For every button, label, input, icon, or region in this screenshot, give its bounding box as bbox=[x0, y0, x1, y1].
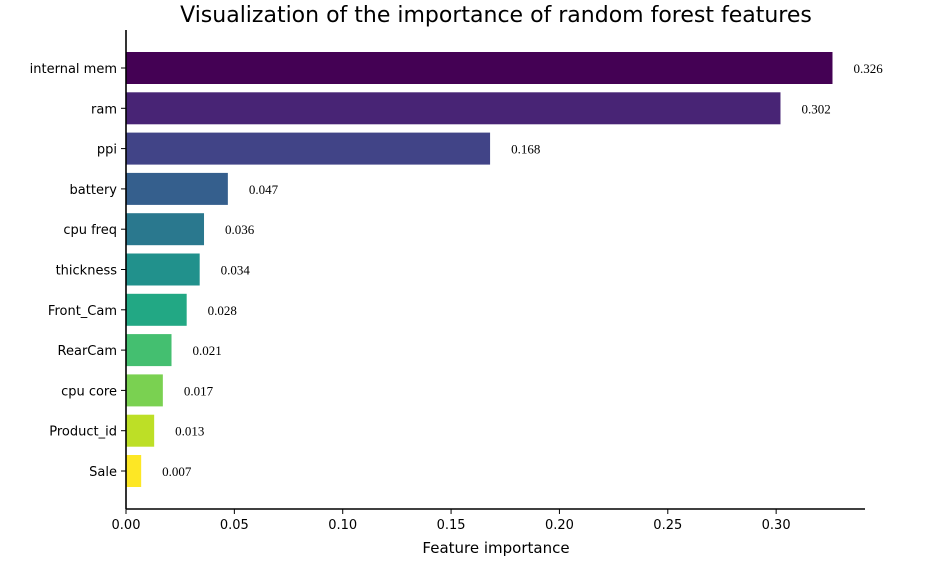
x-tick-label: 0.25 bbox=[653, 518, 682, 533]
bar bbox=[126, 213, 205, 246]
chart-title: Visualization of the importance of rando… bbox=[180, 3, 812, 28]
value-label: 0.034 bbox=[221, 263, 251, 278]
category-label: cpu core bbox=[61, 384, 117, 399]
bar bbox=[126, 92, 781, 125]
x-tick-label: 0.15 bbox=[437, 518, 466, 533]
bar bbox=[126, 334, 172, 367]
x-tick-label: 0.20 bbox=[545, 518, 574, 533]
bar bbox=[126, 132, 491, 165]
bar bbox=[126, 455, 142, 487]
value-label: 0.021 bbox=[193, 343, 222, 358]
category-label: battery bbox=[70, 183, 118, 198]
category-label: ram bbox=[91, 102, 117, 117]
x-tick-label: 0.10 bbox=[328, 518, 357, 533]
bar bbox=[126, 374, 163, 407]
value-label: 0.028 bbox=[208, 303, 237, 318]
value-label: 0.326 bbox=[853, 61, 883, 76]
category-label: ppi bbox=[97, 143, 117, 158]
value-label: 0.302 bbox=[801, 101, 830, 116]
value-label: 0.047 bbox=[249, 182, 279, 197]
x-tick-label: 0.05 bbox=[220, 518, 249, 533]
x-axis: 0.00 0.05 0.10 0.15 0.20 0.25 0.30 bbox=[112, 509, 791, 533]
value-label: 0.168 bbox=[511, 142, 540, 157]
category-label: internal mem bbox=[30, 62, 117, 77]
category-labels: internal mem ram ppi battery cpu freq thickne… bbox=[30, 62, 126, 480]
bar bbox=[126, 293, 187, 326]
value-label: 0.017 bbox=[184, 383, 214, 398]
value-label: 0.007 bbox=[162, 464, 192, 479]
bar bbox=[126, 52, 833, 84]
x-axis-label: Feature importance bbox=[422, 539, 569, 557]
value-label: 0.036 bbox=[225, 222, 255, 237]
bar bbox=[126, 414, 155, 447]
value-labels: 0.326 0.302 0.168 0.047 0.036 0.034 0.028 0.021… bbox=[162, 61, 883, 479]
category-label: Sale bbox=[89, 465, 117, 480]
category-label: RearCam bbox=[58, 344, 117, 359]
x-tick-label: 0.00 bbox=[112, 518, 141, 533]
bar bbox=[126, 172, 228, 205]
x-tick-label: 0.30 bbox=[762, 518, 791, 533]
category-label: cpu freq bbox=[63, 223, 117, 238]
category-label: Front_Cam bbox=[48, 304, 117, 319]
category-label: thickness bbox=[56, 264, 118, 279]
bars-layer bbox=[126, 52, 833, 487]
value-label: 0.013 bbox=[175, 424, 204, 439]
category-label: Product_id bbox=[49, 425, 117, 440]
bar bbox=[126, 253, 200, 286]
